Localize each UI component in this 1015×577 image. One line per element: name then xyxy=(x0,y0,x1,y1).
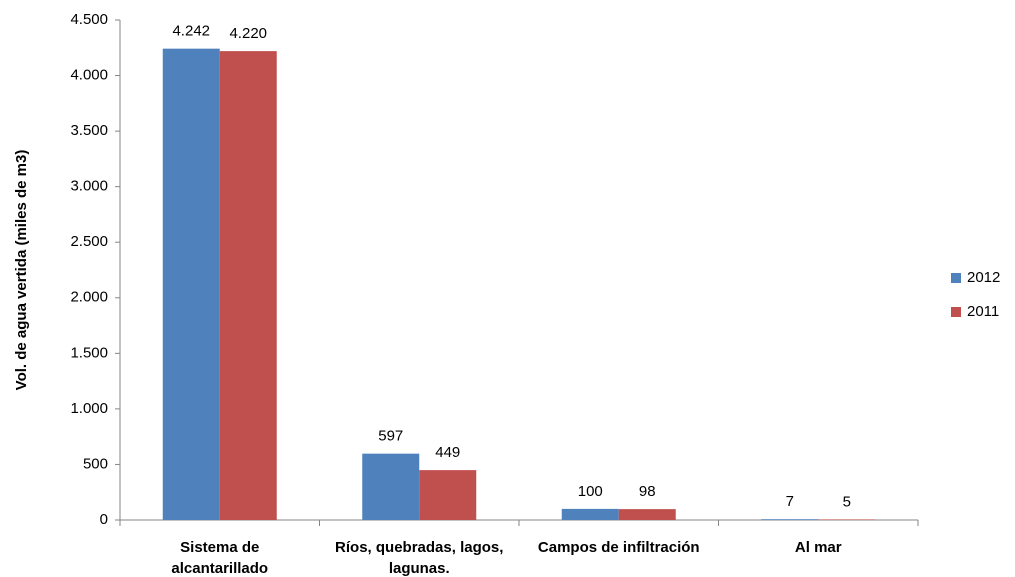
y-tick-label: 3.500 xyxy=(70,122,108,139)
legend-label: 2011 xyxy=(967,303,999,320)
bar xyxy=(219,51,277,520)
legend-swatch xyxy=(951,307,961,317)
bar xyxy=(419,470,477,520)
bar xyxy=(761,519,819,520)
value-label: 98 xyxy=(639,483,656,500)
x-tick-label: Campos de infiltración xyxy=(537,539,700,556)
legend-label: 2012 xyxy=(967,269,1000,286)
y-tick-label: 1.500 xyxy=(70,344,108,361)
y-tick-label: 2.500 xyxy=(70,233,108,250)
y-tick-label: 4.500 xyxy=(70,11,108,28)
bar xyxy=(362,453,420,520)
y-tick-label: 500 xyxy=(83,455,108,472)
value-label: 100 xyxy=(578,483,603,500)
x-tick-label: Sistema de alcantarillado xyxy=(171,539,269,577)
x-tick-label: Ríos, quebradas, lagos, lagunas. xyxy=(335,539,504,577)
y-axis-label: Vol. de agua vertida (miles de m3) xyxy=(13,150,30,391)
value-label: 597 xyxy=(378,428,403,445)
y-tick-label: 3.000 xyxy=(70,178,108,195)
bar xyxy=(818,519,876,520)
bar xyxy=(618,509,676,520)
value-label: 5 xyxy=(843,493,851,510)
legend-swatch xyxy=(951,273,961,283)
x-tick-label: Al mar xyxy=(794,539,842,556)
value-label: 449 xyxy=(435,444,460,461)
y-tick-label: 1.000 xyxy=(70,400,108,417)
value-label: 7 xyxy=(786,493,794,510)
y-tick-label: 4.000 xyxy=(70,67,108,84)
value-label: 4.220 xyxy=(229,25,267,42)
value-label: 4.242 xyxy=(172,23,210,40)
y-tick-label: 2.000 xyxy=(70,289,108,306)
y-tick-label: 0 xyxy=(100,511,108,528)
bar xyxy=(162,48,220,521)
bar xyxy=(561,508,619,520)
